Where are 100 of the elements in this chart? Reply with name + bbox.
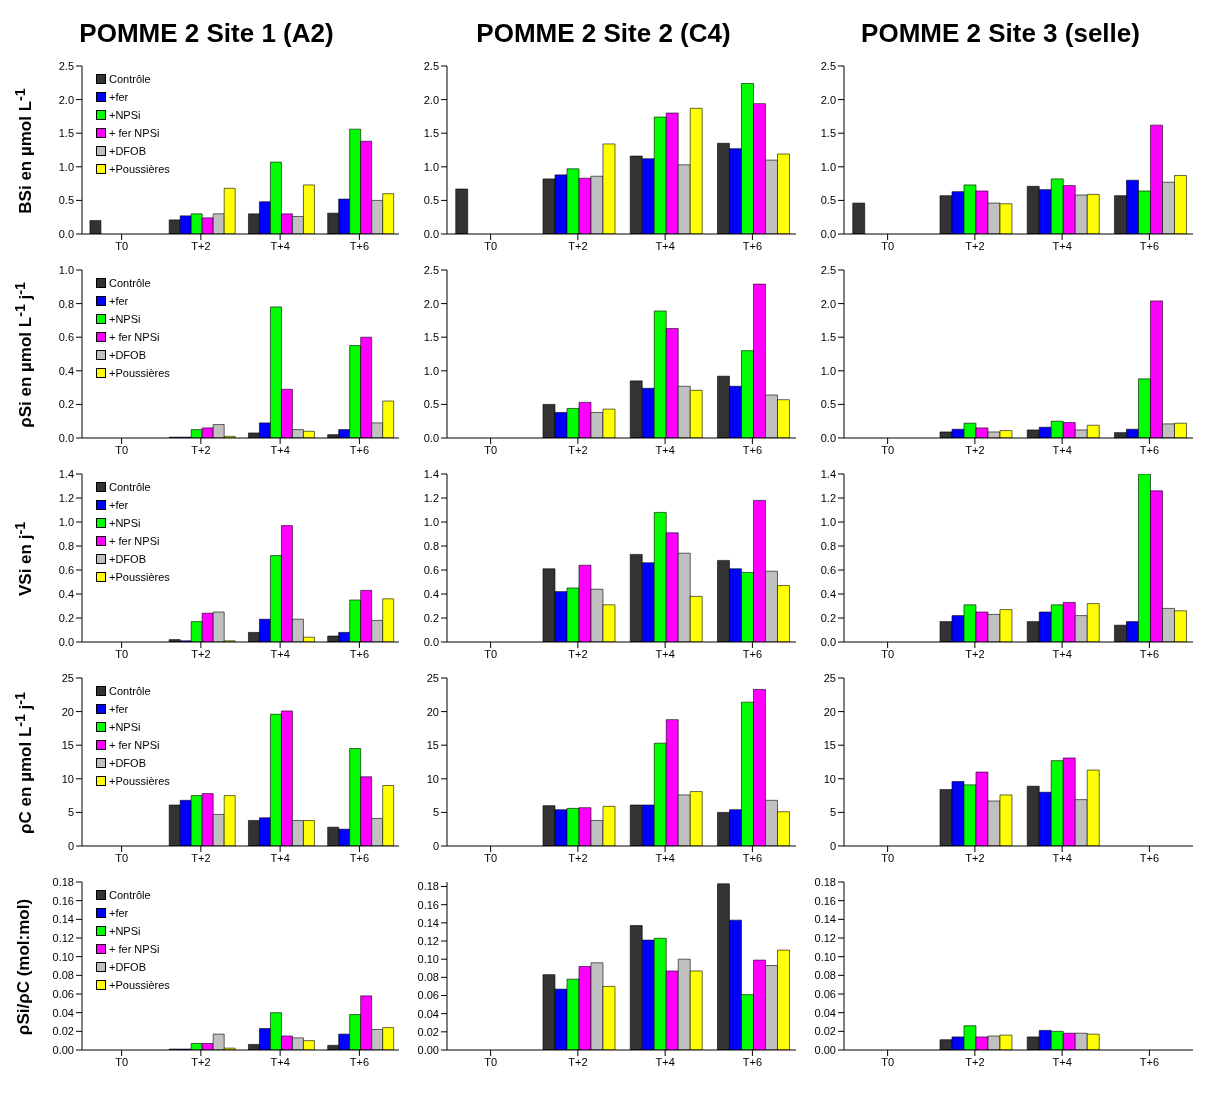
x-tick-label: T+6 [1139,239,1160,252]
x-tick-label: T0 [115,647,129,660]
x-tick-label: T0 [881,239,895,252]
y-tick-label: 10 [61,772,74,785]
legend-label: +DFOB [109,756,146,771]
y-tick-label: 2.5 [58,59,74,72]
y-tick-label: 2.5 [820,263,836,276]
x-tick-label: T+2 [191,443,211,456]
y-tick-label: 1.4 [820,467,836,480]
y-tick-label: 0.2 [58,611,74,624]
y-tick-label: 1.0 [820,515,836,528]
y-tick-label: 15 [61,739,74,752]
x-tick-label: T+4 [270,443,290,456]
x-tick-label: T+6 [742,851,763,864]
y-tick-label: 0.8 [820,539,836,552]
y-tick-label: 0 [829,839,836,852]
x-tick-label: T+4 [270,239,290,252]
y-axis-title: ρSi/ρC (mol:mol) [14,898,34,1036]
x-tick-label: T+2 [191,239,211,252]
y-tick-label: 1.0 [423,160,439,173]
y-tick-label: 0.0 [820,227,836,240]
legend-label: + fer NPSi [109,534,160,549]
legend-label: Contrôle [109,888,151,903]
y-tick-label: 0.8 [58,539,74,552]
legend-label: +NPSi [109,720,141,735]
x-tick-label: T+4 [655,1055,675,1068]
x-tick-label: T+4 [655,239,675,252]
y-tick-label: 0.06 [417,989,439,1002]
legend-label: +DFOB [109,960,146,975]
legend-label: + fer NPSi [109,330,160,345]
y-tick-label: 1.5 [820,127,836,140]
y-tick-label: 1.2 [423,491,439,504]
y-tick-label: 0.4 [820,587,836,600]
legend-label: +DFOB [109,552,146,567]
legend-label: Contrôle [109,72,151,87]
y-tick-label: 0.0 [423,635,439,648]
x-tick-label: T+4 [655,647,675,660]
y-tick-label: 1.0 [423,515,439,528]
y-tick-label: 0.08 [52,969,74,982]
y-tick-label: 0.16 [417,898,439,911]
y-tick-label: 1.5 [423,127,439,140]
x-tick-label: T+4 [1052,239,1072,252]
x-tick-label: T0 [115,1055,129,1068]
x-tick-label: T+2 [568,1055,588,1068]
legend-label: Contrôle [109,684,151,699]
y-tick-label: 0.0 [820,431,836,444]
chart-title: POMME 2 Site 1 (A2) [78,17,335,50]
y-tick-label: 0.08 [814,969,836,982]
y-tick-label: 0.12 [417,934,439,947]
chart-title: POMME 2 Site 3 (selle) [860,17,1141,50]
x-tick-label: T+2 [568,443,588,456]
legend-label: +Poussières [109,978,170,993]
x-tick-label: T+6 [742,443,763,456]
legend-label: +Poussières [109,774,170,789]
legend-label: +DFOB [109,348,146,363]
y-tick-label: 0.0 [423,227,439,240]
x-tick-label: T+4 [655,443,675,456]
x-tick-label: T+2 [965,1055,985,1068]
y-tick-label: 0.8 [423,539,439,552]
y-tick-label: 1.0 [58,515,74,528]
y-tick-label: 0.4 [58,587,74,600]
y-tick-label: 0.02 [52,1025,74,1038]
y-tick-label: 0.18 [814,875,836,888]
y-tick-label: 1.0 [423,364,439,377]
y-tick-label: 1.4 [58,467,74,480]
x-tick-label: T0 [115,239,129,252]
y-tick-label: 2.5 [423,59,439,72]
y-tick-label: 15 [426,739,439,752]
x-tick-label: T0 [484,851,498,864]
x-tick-label: T+4 [1052,1055,1072,1068]
x-tick-label: T+2 [191,647,211,660]
y-tick-label: 0.0 [423,431,439,444]
x-tick-label: T+6 [349,1055,370,1068]
y-tick-label: 2.0 [423,93,439,106]
y-tick-label: 2.5 [820,59,836,72]
y-tick-label: 25 [823,671,836,684]
y-tick-label: 1.2 [820,491,836,504]
y-tick-label: 0.14 [52,913,74,926]
x-tick-label: T+2 [965,443,985,456]
y-tick-label: 0 [432,839,439,852]
y-tick-label: 0.02 [814,1025,836,1038]
y-tick-label: 0.2 [820,611,836,624]
y-tick-label: 0.5 [820,398,836,411]
y-tick-label: 0.4 [423,587,439,600]
x-tick-label: T+6 [349,443,370,456]
x-tick-label: T+6 [1139,443,1160,456]
y-tick-label: 5 [829,806,836,819]
y-tick-label: 0.14 [814,913,836,926]
legend-label: + fer NPSi [109,738,160,753]
y-tick-label: 0.06 [814,987,836,1000]
y-tick-label: 0.00 [814,1043,836,1056]
x-tick-label: T+6 [349,647,370,660]
y-tick-label: 2.0 [423,297,439,310]
legend-label: +Poussières [109,366,170,381]
legend-label: +DFOB [109,144,146,159]
y-tick-label: 25 [426,671,439,684]
x-tick-label: T+6 [1139,647,1160,660]
x-tick-label: T0 [881,443,895,456]
y-tick-label: 0.18 [417,880,439,893]
y-tick-label: 0.0 [58,635,74,648]
